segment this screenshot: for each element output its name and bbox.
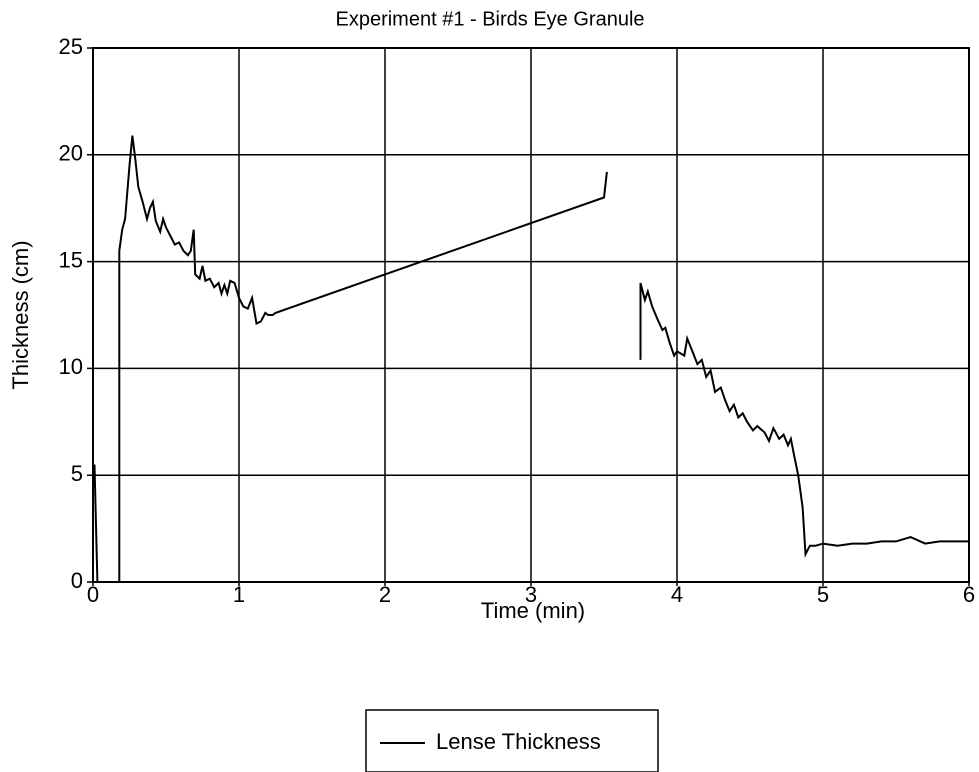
x-tick-label: 1: [233, 582, 245, 607]
data-line: [639, 282, 969, 558]
x-tick-label: 6: [963, 582, 975, 607]
x-tick-label: 4: [671, 582, 683, 607]
y-tick-label: 5: [71, 461, 83, 486]
y-tick-label: 20: [59, 141, 83, 166]
legend-box: [365, 709, 659, 772]
y-axis-label: Thickness (cm): [8, 240, 33, 389]
y-tick-label: 10: [59, 354, 83, 379]
x-tick-label: 0: [87, 582, 99, 607]
x-tick-label: 3: [525, 582, 537, 607]
y-tick-label: 0: [71, 568, 83, 593]
legend-label: Lense Thickness: [436, 729, 601, 754]
x-tick-label: 5: [817, 582, 829, 607]
y-tick-label: 15: [59, 247, 83, 272]
data-line: [93, 135, 608, 583]
y-tick-label: 25: [59, 34, 83, 59]
x-axis-label: Time (min): [481, 598, 585, 623]
x-tick-label: 2: [379, 582, 391, 607]
chart-title: Experiment #1 - Birds Eye Granule: [335, 8, 644, 30]
